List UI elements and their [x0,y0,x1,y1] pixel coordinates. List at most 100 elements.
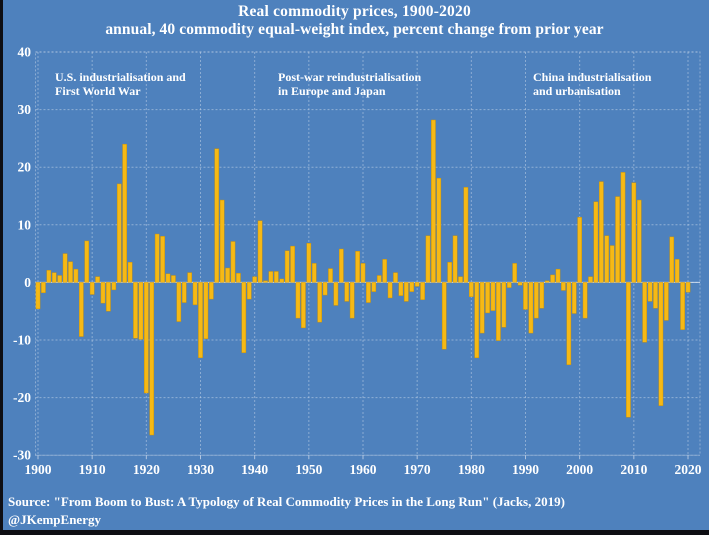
bar-1928 [187,272,192,283]
bar-1940 [252,276,257,283]
bar-1971 [420,282,425,300]
y-axis-label: 10 [18,217,32,232]
bar-2015 [658,282,664,406]
bar-2012 [642,282,647,343]
bar-1901 [41,282,46,293]
bar-1989 [517,282,523,286]
bar-2006 [609,245,615,283]
bar-2003 [593,201,599,283]
x-axis-label: 1950 [295,462,322,477]
bar-1979 [463,187,469,283]
annotation-us-industrialisation: U.S. industrialisation and First World W… [55,70,186,98]
y-axis-label: -30 [13,448,31,463]
x-axis-label: 2000 [566,462,593,477]
bar-1906 [68,261,73,283]
bar-1959 [355,251,360,283]
bar-2014 [653,282,658,309]
bar-1993 [539,282,545,309]
bar-1924 [165,273,171,283]
bar-1945 [279,278,285,283]
bar-1909 [84,240,90,283]
bar-1967 [398,282,404,296]
bar-2010 [631,182,637,283]
y-axis-label: 20 [18,160,32,175]
bar-1948 [295,282,301,319]
bar-1987 [506,282,512,288]
x-axis-label: 2010 [620,462,647,477]
bar-2016 [664,282,669,321]
bar-1916 [122,143,127,283]
x-axis-label: 1920 [133,462,160,477]
bar-1975 [441,282,447,350]
bar-2020 [685,282,691,293]
bar-1932 [209,282,214,300]
bar-1919 [138,282,144,340]
bar-2007 [615,196,620,283]
bar-2008 [620,172,626,283]
bar-1939 [246,282,252,300]
chart-title: Real commodity prices, 1900-2020 [238,3,471,20]
bar-2017 [669,236,675,283]
bar-1998 [566,282,572,365]
y-axis-labels: 40 30 20 10 0 -10 -20 -30 [13,45,31,463]
bar-1927 [181,282,187,303]
bar-1957 [344,282,350,302]
bars [35,119,691,436]
x-axis-label: 1980 [458,462,485,477]
bar-1936 [230,241,236,283]
bar-1982 [479,282,485,334]
bar-1968 [404,282,409,302]
bar-1930 [198,282,203,359]
bar-1902 [46,270,52,283]
bar-1921 [149,282,155,436]
bar-1908 [79,282,84,337]
bar-1970 [414,282,420,287]
bar-1962 [371,282,377,292]
bar-2019 [680,282,685,330]
bar-1981 [474,282,480,359]
bar-1942 [263,280,268,283]
bar-1903 [51,272,57,283]
bar-1952 [317,282,322,323]
x-axis-label: 2020 [675,462,702,477]
bar-1964 [382,259,387,283]
bar-1966 [393,272,398,283]
bar-1913 [106,282,111,312]
bar-1911 [95,276,100,283]
bar-1973 [431,119,436,283]
bar-1941 [257,220,263,283]
bar-1904 [57,275,62,283]
annotation-postwar-reindustrialisation: Post-war reindustrialisation in Europe a… [278,70,422,98]
bar-1917 [127,262,133,283]
bar-1937 [236,272,241,283]
bar-1922 [154,233,160,283]
bar-1947 [290,245,295,283]
source-citation: Source: "From Boom to Bust: A Typology o… [8,494,565,509]
bar-1912 [100,282,106,304]
bar-1960 [360,263,366,283]
annotation-line: Post-war reindustrialisation [278,70,422,84]
bar-1980 [469,282,474,297]
bar-1969 [409,282,415,292]
annotation-line: First World War [55,83,141,98]
bar-1926 [176,282,182,322]
bar-1990 [523,282,528,310]
bar-1933 [214,148,220,283]
bar-1918 [133,282,138,339]
bar-1935 [225,267,230,283]
bar-1999 [571,282,577,314]
bar-1976 [447,262,452,283]
bar-1974 [436,177,442,283]
bar-1915 [116,183,122,283]
bar-1955 [333,282,339,306]
bar-1900 [35,282,41,310]
annotation-line: in Europe and Japan [278,83,386,98]
bar-1963 [376,275,382,283]
bar-1995 [550,274,555,283]
author-handle: @JKempEnergy [8,512,101,527]
bar-2011 [636,199,642,283]
bar-2018 [674,259,680,283]
bar-1985 [496,282,501,341]
